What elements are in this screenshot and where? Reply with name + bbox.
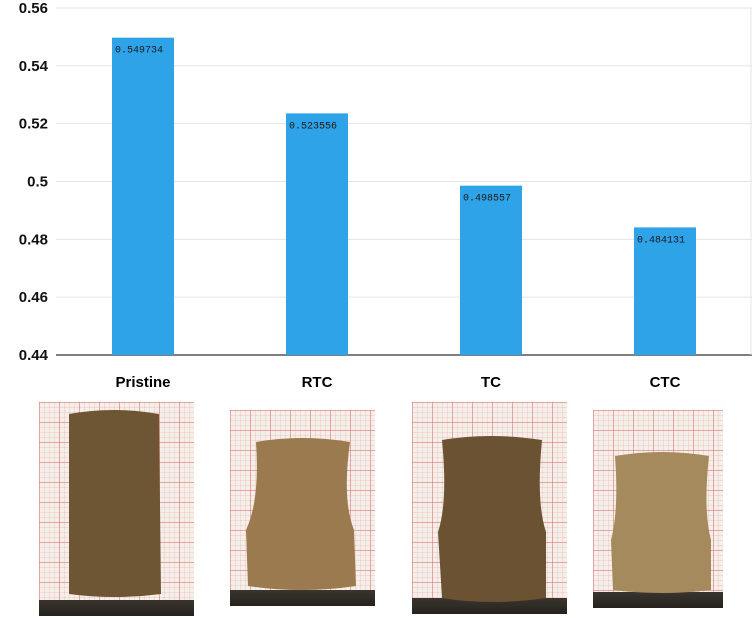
ctc-sample-photo: [593, 410, 723, 608]
data-label-rtc: 0.523556: [289, 121, 337, 132]
category-label-tc: TC: [481, 374, 501, 391]
bar-ctc: [634, 227, 696, 355]
bar-chart: 0.44 0.46 0.48 0.5 0.52 0.54 0.56 0.549734 0.52…: [19, 0, 752, 391]
rtc-sample-photo: [230, 410, 375, 606]
bar-rtc: [286, 113, 348, 355]
y-tick-label: 0.5: [27, 174, 48, 191]
bar-tc: [460, 185, 522, 355]
data-label-ctc: 0.484131: [637, 235, 685, 246]
y-axis-ticks: 0.44 0.46 0.48 0.5 0.52 0.54 0.56: [19, 0, 49, 364]
tc-sample-photo: [412, 402, 567, 614]
category-label-ctc: CTC: [650, 374, 681, 391]
y-tick-label: 0.46: [19, 289, 48, 306]
category-label-pristine: Pristine: [115, 374, 170, 391]
category-label-rtc: RTC: [302, 374, 333, 391]
sample-photos: [0, 398, 754, 618]
x-axis-categories: Pristine RTC TC CTC: [115, 374, 680, 391]
y-tick-label: 0.44: [19, 347, 49, 364]
data-label-tc: 0.498557: [463, 194, 511, 205]
bars: [112, 37, 696, 355]
y-tick-label: 0.52: [19, 116, 48, 133]
y-tick-label: 0.48: [19, 231, 48, 248]
bar-pristine: [112, 37, 174, 355]
data-label-pristine: 0.549734: [115, 46, 163, 57]
pristine-sample-photo: [39, 402, 194, 616]
data-labels: 0.549734 0.523556 0.498557 0.484131: [115, 46, 685, 247]
y-tick-label: 0.54: [19, 58, 49, 75]
y-tick-label: 0.56: [19, 0, 48, 17]
